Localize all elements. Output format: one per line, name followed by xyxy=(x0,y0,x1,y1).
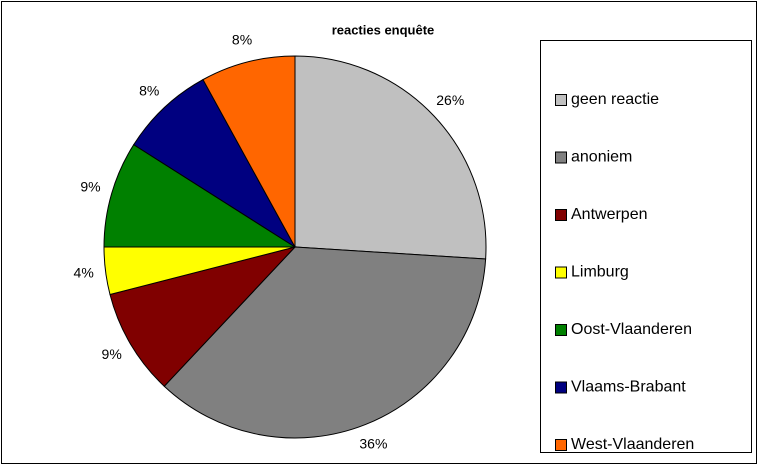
legend-swatch xyxy=(555,94,567,106)
data-label: 8% xyxy=(139,82,159,98)
legend-box xyxy=(540,40,752,453)
legend-swatch xyxy=(555,151,567,164)
data-label: 36% xyxy=(359,436,387,452)
pie-slice xyxy=(202,55,296,248)
pie-slice xyxy=(163,246,487,439)
legend-swatch xyxy=(555,381,567,394)
legend-label: Limburg xyxy=(571,264,629,281)
legend-label: West-Vlaanderen xyxy=(571,436,694,453)
legend-label: anoniem xyxy=(571,149,632,166)
pie-slice xyxy=(294,55,487,260)
legend-label: Antwerpen xyxy=(571,206,648,223)
legend-swatch xyxy=(555,266,567,279)
legend-label: geen reactie xyxy=(571,91,659,108)
pie-slice xyxy=(109,246,297,387)
data-label: 9% xyxy=(80,178,100,194)
legend-label: Oost-Vlaanderen xyxy=(571,321,692,338)
pie-slice xyxy=(133,78,296,248)
data-label: 26% xyxy=(436,92,464,108)
data-label: 8% xyxy=(232,31,252,47)
data-label: 4% xyxy=(74,264,94,280)
legend-swatch xyxy=(555,209,567,221)
pie-slice xyxy=(103,143,297,248)
legend-label: Vlaams-Brabant xyxy=(571,379,686,396)
data-label: 9% xyxy=(102,346,122,362)
chart-title: reacties enquête xyxy=(332,22,435,37)
legend-swatch xyxy=(555,324,567,336)
legend-swatch xyxy=(555,439,567,451)
